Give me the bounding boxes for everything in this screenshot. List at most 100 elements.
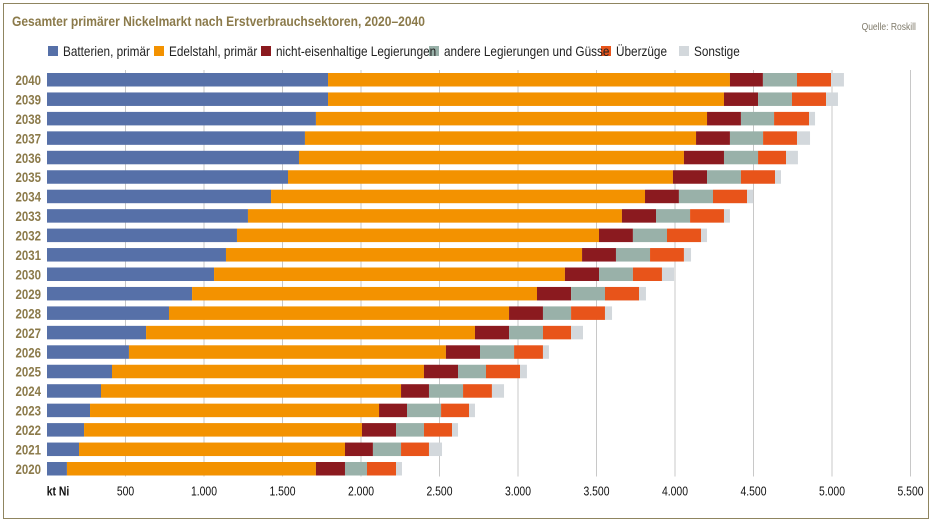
x-tick-label: 4.500 — [740, 484, 766, 498]
bar-segment — [47, 150, 299, 165]
bar-segment — [396, 423, 424, 437]
bar-segment — [571, 286, 605, 301]
legend-item: Überzüge — [600, 43, 667, 59]
chart-source: Quelle: Roskill — [861, 22, 916, 33]
legend-item: Batterien, primär — [48, 43, 150, 59]
x-tick-label: 2.500 — [426, 484, 452, 498]
bar-segment — [632, 228, 667, 243]
y-tick-label: 2031 — [15, 247, 41, 263]
bar-segment — [396, 462, 402, 476]
y-tick-label: 2020 — [15, 461, 41, 477]
legend-item: nicht-eisenhaltige Legierungen — [261, 43, 436, 59]
y-tick-label: 2028 — [15, 305, 41, 321]
bar-segment — [90, 403, 380, 418]
bar-segment — [84, 423, 362, 437]
bar-segment — [514, 345, 543, 359]
bar-segment — [372, 442, 402, 457]
bar-segment — [407, 403, 442, 418]
bar-segment — [47, 403, 91, 418]
x-tick-label: 500 — [117, 484, 135, 498]
bar-segment — [47, 306, 169, 320]
legend-swatch — [678, 46, 689, 56]
legend-item: Sonstige — [678, 43, 739, 59]
y-tick-label: 2023 — [15, 403, 41, 419]
bar-segment — [796, 131, 811, 145]
bar-segment — [47, 209, 248, 223]
bar-segment — [712, 189, 748, 204]
bar-segment — [47, 286, 193, 301]
bar-segment — [763, 131, 797, 145]
bar-segment — [604, 306, 613, 320]
bar-segment — [452, 423, 459, 437]
bar-segment — [328, 73, 730, 87]
chart-title: Gesamter primärer Nickelmarkt nach Erstv… — [12, 13, 425, 29]
bar-segment — [128, 345, 446, 359]
bar-segment — [47, 189, 272, 204]
bar-segment — [47, 442, 80, 457]
y-tick-label: 2030 — [15, 266, 41, 282]
bar-segment — [582, 248, 616, 262]
bar-segment — [287, 170, 673, 184]
y-tick-label: 2040 — [15, 72, 41, 88]
bar-segment — [47, 462, 67, 476]
bar-segment — [639, 286, 646, 301]
bar-segment — [47, 248, 226, 262]
x-tick-label: 1.000 — [191, 484, 217, 498]
bar-segment — [542, 306, 572, 320]
y-tick-label: 2033 — [15, 208, 41, 224]
bar-segment — [491, 384, 505, 398]
bar-segment — [632, 267, 662, 281]
x-tick-label: 5.500 — [897, 484, 923, 498]
bar-segment — [740, 170, 776, 184]
bar-segment — [645, 189, 679, 204]
y-tick-label: 2021 — [15, 441, 41, 457]
bar-segment — [729, 73, 763, 87]
bar-segment — [47, 131, 305, 145]
legend-swatch — [154, 46, 164, 56]
bar-segment — [111, 364, 424, 379]
bar-segment — [47, 170, 288, 184]
bar-segment — [809, 111, 816, 126]
bar-segment — [672, 170, 708, 184]
bar-segment — [304, 131, 697, 145]
bar-segment — [758, 92, 792, 106]
bar-segment — [47, 364, 112, 379]
bar-segment — [831, 73, 844, 87]
bar-segment — [650, 248, 684, 262]
bar-segment — [401, 384, 429, 398]
bar-segment — [101, 384, 402, 398]
bar-segment — [47, 111, 316, 126]
bar-segment — [536, 286, 572, 301]
bar-segment — [701, 228, 708, 243]
bar-segment — [621, 209, 657, 223]
bar-segment — [678, 189, 713, 204]
y-tick-label: 2026 — [15, 344, 41, 360]
bar-segment — [379, 403, 408, 418]
bar-segment — [661, 267, 675, 281]
legend-label: andere Legierungen und Güsse — [443, 43, 610, 59]
bar-segment — [428, 384, 464, 398]
bar-segment — [599, 228, 633, 243]
bar-segment — [428, 442, 443, 457]
y-tick-label: 2035 — [15, 169, 41, 185]
bar-segment — [47, 267, 215, 281]
y-tick-label: 2037 — [15, 130, 41, 146]
bar-segment — [723, 209, 730, 223]
bar-segment — [762, 73, 797, 87]
bar-segment — [656, 209, 691, 223]
bar-segment — [571, 306, 605, 320]
x-tick-label: 1.500 — [269, 484, 295, 498]
bar-segment — [758, 150, 786, 165]
bar-segment — [707, 111, 741, 126]
x-tick-label: 3.500 — [583, 484, 609, 498]
bar-segment — [571, 325, 583, 340]
bar-segment — [344, 462, 367, 476]
bar-segment — [168, 306, 510, 320]
bar-segment — [723, 150, 759, 165]
bar-segment — [315, 462, 345, 476]
y-tick-label: 2027 — [15, 325, 41, 341]
bar-segment — [47, 423, 85, 437]
bar-segment — [542, 325, 572, 340]
bar-segment — [146, 325, 475, 340]
